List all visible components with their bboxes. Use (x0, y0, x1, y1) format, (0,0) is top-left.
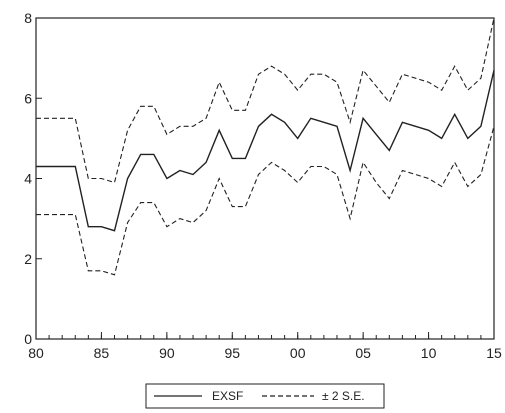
series-line-upper-2se (36, 17, 495, 184)
x-axis: 80 85 90 95 00 05 10 15 (28, 332, 502, 361)
series-line-lower-2se (36, 126, 495, 276)
x-tick-label: 15 (486, 345, 502, 361)
y-tick-label: 2 (24, 251, 32, 267)
x-tick-label: 10 (421, 345, 437, 361)
y-tick-label: 4 (24, 171, 32, 187)
x-tick-label: 85 (94, 345, 110, 361)
x-tick-label: 80 (28, 345, 44, 361)
legend-label-se: ± 2 S.E. (322, 389, 365, 403)
x-tick-label: 05 (355, 345, 371, 361)
x-tick-label: 95 (224, 345, 240, 361)
x-tick-label: 90 (159, 345, 175, 361)
legend: EXSF ± 2 S.E. (145, 383, 385, 409)
plot-frame (35, 17, 495, 340)
y-tick-label: 8 (24, 10, 32, 26)
y-tick-label: 6 (24, 90, 32, 106)
plot-border (35, 17, 495, 340)
legend-label-exsf: EXSF (212, 389, 243, 403)
series-layer (36, 17, 495, 276)
series-line-exsf (36, 70, 495, 232)
y-tick-label: 0 (24, 331, 32, 347)
x-tick-label: 00 (290, 345, 306, 361)
y-axis: 0 2 4 6 8 (24, 10, 42, 347)
